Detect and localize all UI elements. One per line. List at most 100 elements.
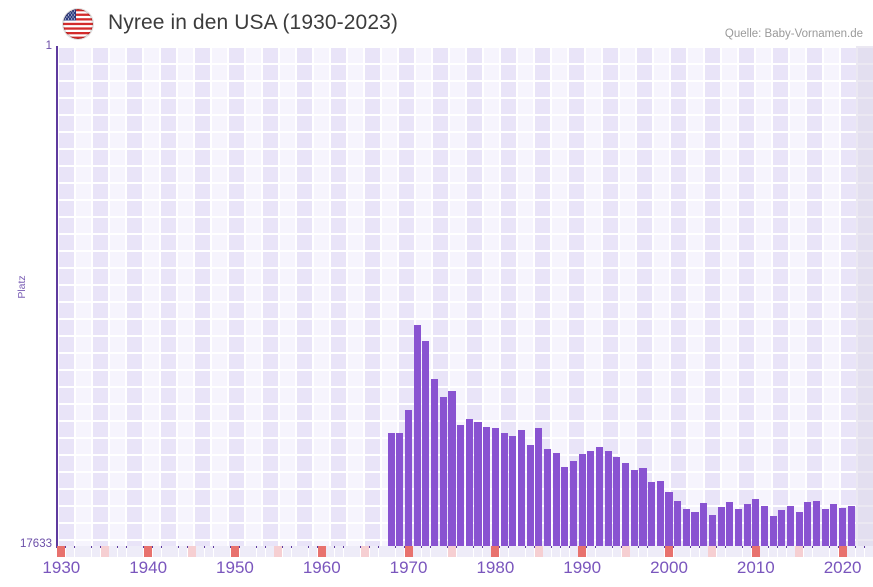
bar-1993[interactable] [604, 451, 612, 546]
bar-2007[interactable] [726, 502, 734, 546]
bar-1970[interactable] [405, 410, 413, 546]
bar-1971[interactable] [413, 325, 421, 546]
bar-1983[interactable] [517, 430, 525, 546]
bar-2005[interactable] [708, 515, 716, 546]
x-axis-tick-label-1960: 1960 [302, 558, 341, 577]
bar-2009[interactable] [743, 503, 751, 546]
x-axis-mark-1982 [508, 546, 517, 557]
bar-1979[interactable] [483, 427, 491, 546]
grid-lines [57, 46, 873, 546]
bar-2002[interactable] [682, 509, 690, 546]
bar-2014[interactable] [786, 506, 795, 546]
x-axis-mark-1971 [413, 546, 422, 557]
bar-1986[interactable] [543, 449, 552, 546]
bar-1991[interactable] [587, 451, 595, 546]
x-axis-mark-1968 [387, 546, 396, 557]
bar-1977[interactable] [465, 418, 473, 546]
x-axis-mark-2018 [821, 546, 830, 557]
bar-1996[interactable] [630, 469, 638, 546]
x-axis-mark-1930 [57, 546, 66, 557]
y-axis-tick-bottom: 17633 [20, 538, 52, 550]
bar-1968[interactable] [387, 433, 395, 546]
chart-header: Nyree in den USA (1930-2023) Quelle: Bab… [0, 0, 873, 46]
x-axis-mark-2002 [682, 546, 691, 557]
bar-1974[interactable] [439, 397, 447, 546]
bar-2018[interactable] [821, 509, 829, 546]
bar-2019[interactable] [830, 503, 838, 546]
bar-1972[interactable] [422, 340, 430, 546]
x-axis-mark-2006 [717, 546, 726, 557]
bar-2006[interactable] [717, 507, 725, 546]
bar-1995[interactable] [622, 463, 630, 546]
x-axis-mark-1958 [300, 546, 309, 557]
x-axis-tick-label-1970: 1970 [389, 558, 428, 577]
bar-1997[interactable] [639, 468, 647, 546]
x-axis-mark-1993 [604, 546, 613, 557]
bar-1973[interactable] [431, 378, 439, 546]
x-axis-mark-2008 [734, 546, 743, 557]
bar-1984[interactable] [526, 444, 534, 546]
x-axis-tick-label-2020: 2020 [823, 558, 862, 577]
bar-2017[interactable] [813, 500, 821, 546]
y-axis-line [56, 46, 58, 546]
x-axis-mark-1944 [178, 546, 187, 557]
x-axis-mark-1987 [552, 546, 561, 557]
bar-2001[interactable] [674, 501, 682, 546]
bar-1987[interactable] [552, 452, 560, 546]
bar-2012[interactable] [769, 515, 777, 546]
x-axis-mark-1999 [656, 546, 665, 557]
bar-1980[interactable] [491, 428, 499, 546]
bar-1990[interactable] [578, 454, 586, 546]
x-axis-mark-2010 [751, 546, 760, 557]
x-axis-mark-1936 [109, 546, 118, 557]
bar-1975[interactable] [448, 391, 456, 546]
x-axis-mark-1946 [196, 546, 205, 557]
bar-1999[interactable] [656, 480, 664, 546]
bar-2010[interactable] [752, 498, 760, 546]
x-axis-mark-1972 [421, 546, 430, 557]
bar-1989[interactable] [569, 461, 578, 546]
x-axis-tick-label-1940: 1940 [129, 558, 168, 577]
x-axis-mark-1988 [560, 546, 569, 557]
bar-1985[interactable] [535, 428, 543, 546]
x-axis-mark-1998 [647, 546, 656, 557]
x-axis-mark-1969 [395, 546, 404, 557]
x-axis-tick-label-1990: 1990 [563, 558, 602, 577]
source-attribution: Quelle: Baby-Vornamen.de [724, 28, 863, 40]
x-axis-mark-2003 [691, 546, 700, 557]
x-axis-mark-1957 [291, 546, 300, 557]
bar-1998[interactable] [648, 482, 656, 546]
bar-2008[interactable] [734, 509, 742, 546]
bar-2003[interactable] [691, 512, 699, 546]
x-axis-mark-2015 [795, 546, 804, 557]
bar-2016[interactable] [804, 502, 812, 546]
bar-2015[interactable] [795, 511, 803, 546]
x-axis-mark-1977 [465, 546, 474, 557]
bar-1976[interactable] [457, 424, 465, 546]
bar-1978[interactable] [474, 422, 482, 546]
bar-2011[interactable] [760, 505, 769, 546]
bar-1969[interactable] [396, 433, 404, 546]
x-axis-mark-1979 [482, 546, 491, 557]
bar-2020[interactable] [839, 508, 847, 546]
x-axis-mark-1950 [230, 546, 239, 557]
bar-1981[interactable] [500, 432, 508, 546]
bar-1988[interactable] [561, 467, 569, 546]
x-axis-mark-1965 [361, 546, 370, 557]
bar-2021[interactable] [847, 506, 855, 546]
x-axis-mark-1937 [118, 546, 127, 557]
x-axis-mark-1948 [213, 546, 222, 557]
bar-1994[interactable] [613, 457, 621, 546]
x-axis-mark-1996 [630, 546, 639, 557]
us-flag-icon [63, 9, 93, 39]
x-axis-mark-1943 [170, 546, 179, 557]
x-axis-mark-1983 [517, 546, 526, 557]
bar-1982[interactable] [509, 436, 517, 546]
bar-2000[interactable] [665, 491, 673, 546]
bar-2004[interactable] [700, 502, 708, 546]
x-axis-mark-2004 [699, 546, 708, 557]
bar-2013[interactable] [778, 509, 786, 546]
bar-1992[interactable] [595, 446, 604, 546]
x-axis-mark-1970 [404, 546, 413, 557]
x-axis-mark-1933 [83, 546, 92, 557]
